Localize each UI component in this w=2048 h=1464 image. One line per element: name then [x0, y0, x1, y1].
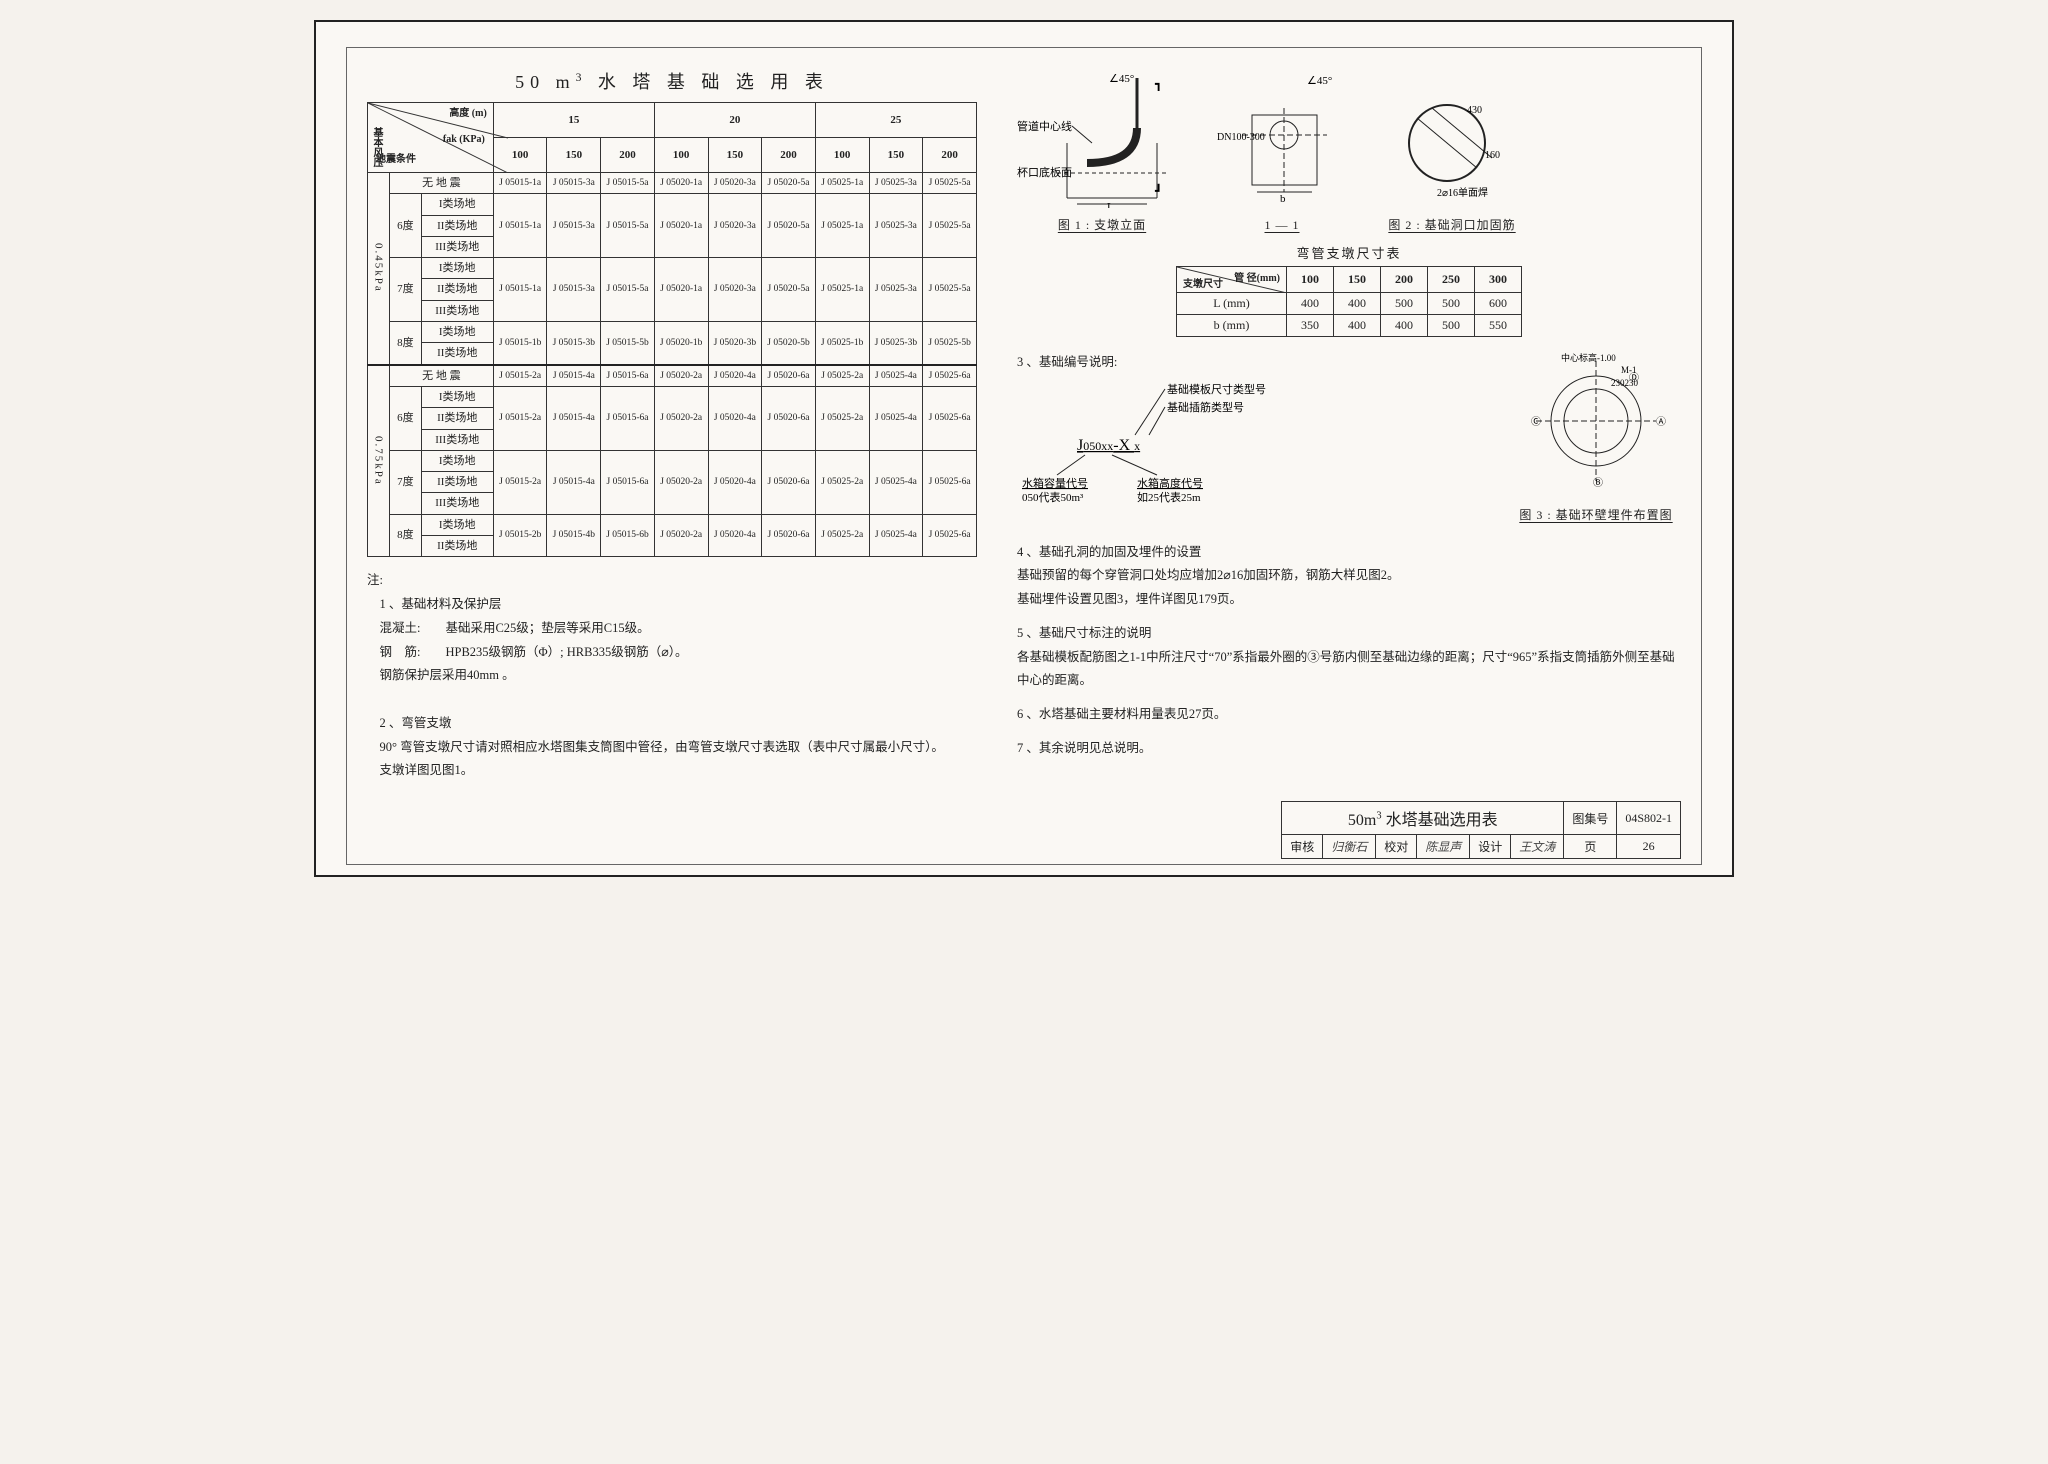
tb-page: 26	[1617, 835, 1681, 859]
svg-text:J050xx-X x: J050xx-X x	[1077, 437, 1140, 454]
pier-table: 管 径(mm) 支墩尺寸 100150200250300 L (mm) 4004…	[1176, 266, 1522, 337]
svg-text:基础插筋类型号: 基础插筋类型号	[1167, 400, 1244, 414]
hdr-height: 高度 (m)	[449, 107, 487, 120]
notes-left: 注: 1 、基础材料及保护层 混凝土: 基础采用C25级；垫层等采用C15级。 …	[367, 569, 977, 783]
hdr-wind: 基本风压	[370, 127, 383, 167]
svg-text:Ⓒ: Ⓒ	[1531, 416, 1541, 428]
note4-title: 4 、基础孔洞的加固及埋件的设置	[1017, 541, 1681, 565]
selection-table: 高度 (m) fak (KPa) 地震条件 基本风压 15 20 25 1001…	[367, 102, 977, 557]
tb-review-label: 审核	[1282, 835, 1323, 859]
tb-design: 王文涛	[1511, 835, 1564, 859]
hdr-fak: fak (KPa)	[443, 133, 485, 146]
fig3-caption: 图 3 : 基础环壁埋件布置图	[1511, 504, 1681, 527]
svg-text:Ⓐ: Ⓐ	[1656, 416, 1666, 428]
drawing-sheet: 50 m3 水 塔 基 础 选 用 表 高度 (m) fak (KPa) 地震条…	[314, 20, 1734, 877]
figure-section: ∠45° DN100-300 b 1 — 1	[1217, 70, 1347, 233]
note2-title: 2 、弯管支墩	[367, 712, 977, 736]
svg-text:b: b	[1280, 193, 1286, 205]
note4-b: 基础埋件设置见图3，埋件详图见179页。	[1017, 588, 1681, 612]
svg-text:┛: ┛	[1154, 183, 1162, 198]
figure-row: ∠45° 管道中心线 杯口底板面 ┓ ┛ L	[1017, 68, 1681, 233]
deg8: 8度	[390, 322, 422, 365]
doc-title: 50 m3 水 塔 基 础 选 用 表	[367, 68, 977, 94]
svg-text:Ⓑ: Ⓑ	[1593, 477, 1603, 489]
pier-table-title: 弯管支墩尺寸表	[1017, 243, 1681, 262]
tb-check: 陈显声	[1417, 835, 1470, 859]
note6: 6 、水塔基础主要材料用量表见27页。	[1017, 703, 1681, 727]
note1-title: 1 、基础材料及保护层	[367, 593, 977, 617]
ring-embed-icon: 中心标高-1.00 M-1 230230 Ⓐ Ⓒ Ⓑ Ⓓ	[1511, 351, 1681, 491]
code-explanation: 3 、基础编号说明: 基础模板尺寸类型号 基础插筋类型号 J050xx-X x …	[1017, 351, 1481, 514]
svg-text:水箱容量代号: 水箱容量代号	[1022, 476, 1088, 490]
row-none: 无 地 震	[390, 173, 494, 194]
section-caption: 1 — 1	[1217, 218, 1347, 233]
hdr-h15: 15	[493, 103, 654, 138]
code-diagram-icon: 基础模板尺寸类型号 基础插筋类型号 J050xx-X x 水箱容量代号 050代…	[1017, 375, 1317, 505]
note1-c: 钢筋保护层采用40mm 。	[367, 664, 977, 688]
section-icon: ∠45° DN100-300 b	[1217, 70, 1347, 210]
note7: 7 、其余说明见总说明。	[1017, 737, 1681, 761]
note1-a: 混凝土: 基础采用C25级；垫层等采用C15级。	[367, 617, 977, 641]
figure-2: 430 160 2⌀16单面焊 图 2 : 基础洞口加固筋	[1377, 88, 1527, 233]
pier-diag: 管 径(mm) 支墩尺寸	[1177, 267, 1287, 293]
svg-text:中心标高-1.00: 中心标高-1.00	[1561, 352, 1616, 363]
fig1-caption: 图 1 : 支墩立面	[1017, 216, 1187, 233]
notes-right: 4 、基础孔洞的加固及埋件的设置 基础预留的每个穿管洞口处均应增加2⌀16加固环…	[1017, 541, 1681, 761]
svg-text:如25代表25m: 如25代表25m	[1137, 490, 1201, 504]
tb-design-label: 设计	[1470, 835, 1511, 859]
left-column: 50 m3 水 塔 基 础 选 用 表 高度 (m) fak (KPa) 地震条…	[367, 68, 977, 783]
svg-text:∠45°: ∠45°	[1109, 73, 1134, 85]
diag-header: 高度 (m) fak (KPa) 地震条件 基本风压	[368, 103, 494, 173]
reinforce-icon: 430 160 2⌀16单面焊	[1377, 88, 1527, 208]
note5-title: 5 、基础尺寸标注的说明	[1017, 622, 1681, 646]
tb-review: 归衡石	[1323, 835, 1376, 859]
svg-text:050代表50m³: 050代表50m³	[1022, 490, 1084, 504]
note4-a: 基础预留的每个穿管洞口处均应增加2⌀16加固环筋，钢筋大样见图2。	[1017, 564, 1681, 588]
tb-atlas: 04S802-1	[1617, 802, 1681, 835]
inner-frame: 50 m3 水 塔 基 础 选 用 表 高度 (m) fak (KPa) 地震条…	[346, 47, 1702, 865]
deg7: 7度	[390, 258, 422, 322]
svg-text:∠45°: ∠45°	[1307, 75, 1332, 87]
svg-text:DN100-300: DN100-300	[1217, 132, 1265, 143]
svg-text:Ⓓ: Ⓓ	[1629, 372, 1639, 384]
notes-head: 注:	[367, 569, 977, 593]
svg-text:┓: ┓	[1154, 77, 1162, 91]
svg-text:水箱高度代号: 水箱高度代号	[1137, 476, 1203, 490]
hdr-h25: 25	[815, 103, 976, 138]
wind-045: 0.45kPa	[368, 173, 390, 365]
hdr-h20: 20	[654, 103, 815, 138]
note2-b: 支墩详图见图1。	[367, 759, 977, 783]
note2-a: 90° 弯管支墩尺寸请对照相应水塔图集支筒图中管径，由弯管支墩尺寸表选取（表中尺…	[367, 736, 977, 760]
note1-b: 钢 筋: HPB235级钢筋（Φ）; HRB335级钢筋（⌀）。	[367, 641, 977, 665]
note5-a: 各基础模板配筋图之1-1中所注尺寸“70”系指最外圈的③号筋内侧至基础边缘的距离…	[1017, 646, 1681, 694]
deg6: 6度	[390, 194, 422, 258]
tb-atlas-label: 图集号	[1564, 802, 1617, 835]
figure-3: 中心标高-1.00 M-1 230230 Ⓐ Ⓒ Ⓑ Ⓓ 图 3 : 基础环壁埋…	[1511, 351, 1681, 527]
pier-elevation-icon: ∠45° 管道中心线 杯口底板面 ┓ ┛ L	[1017, 68, 1187, 208]
tb-check-label: 校对	[1376, 835, 1417, 859]
svg-text:2⌀16单面焊: 2⌀16单面焊	[1437, 187, 1488, 199]
tb-title: 50m3 水塔基础选用表	[1282, 802, 1564, 835]
title-block: 50m3 水塔基础选用表 图集号 04S802-1 审核 归衡石 校对 陈显声 …	[367, 801, 1681, 859]
figure-1: ∠45° 管道中心线 杯口底板面 ┓ ┛ L	[1017, 68, 1187, 233]
lbl-cup: 杯口底板面	[1017, 165, 1072, 179]
wind-075: 0.75kPa	[368, 365, 390, 557]
dim-430: 430	[1467, 105, 1482, 116]
fig2-caption: 图 2 : 基础洞口加固筋	[1377, 216, 1527, 233]
svg-text:基础模板尺寸类型号: 基础模板尺寸类型号	[1167, 382, 1266, 396]
lbl-pipe-axis: 管道中心线	[1017, 119, 1072, 133]
dim-160: 160	[1485, 150, 1500, 161]
right-column: ∠45° 管道中心线 杯口底板面 ┓ ┛ L	[1017, 68, 1681, 783]
tb-page-label: 页	[1564, 835, 1617, 859]
note3-head: 3 、基础编号说明:	[1017, 351, 1481, 375]
